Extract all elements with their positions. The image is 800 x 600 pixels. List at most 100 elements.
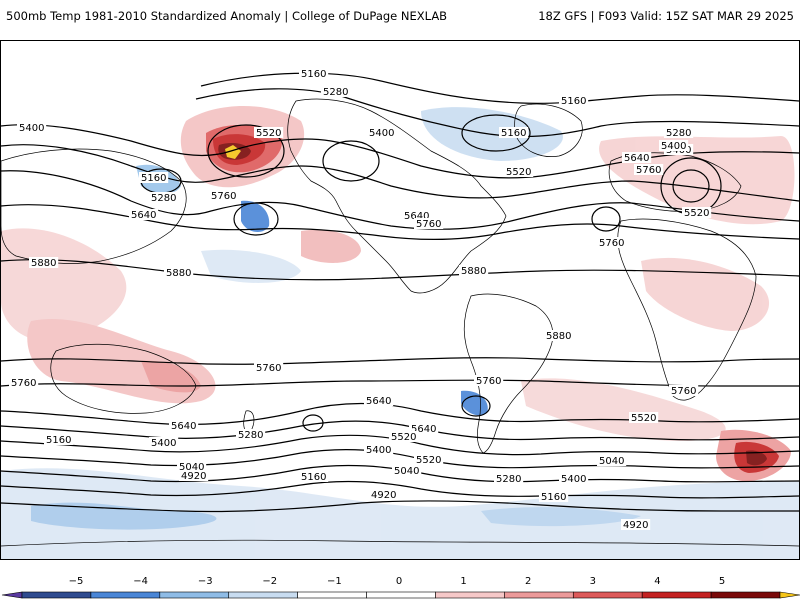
contour-label-bg [664, 127, 694, 138]
contour-label-bg [149, 437, 179, 448]
contour-label-bg [209, 190, 239, 201]
header-bar: 500mb Temp 1981-2010 Standardized Anomal… [0, 0, 800, 36]
contour-label: 5280 [323, 87, 348, 98]
contour-5760-north [1, 204, 799, 241]
contour-label: 5520 [684, 208, 709, 219]
contour-label: 5160 [541, 492, 566, 503]
contour-label: 5160 [141, 173, 166, 184]
contour-label-bg [622, 152, 652, 163]
contour-label-bg [414, 218, 444, 229]
colorbar-tick-label: −2 [262, 576, 277, 587]
contour-5280-north [195, 88, 799, 138]
contour-label: 5280 [238, 430, 263, 441]
contour-label: 5760 [416, 219, 441, 230]
colorbar-tick-labels: −5 −4 −3 −2 −1 0 1 2 3 4 5 [69, 576, 726, 587]
contour-label-bg [539, 491, 569, 502]
contour-label-bg [369, 489, 399, 500]
coast-north-america [287, 98, 507, 294]
contour-label: 5280 [151, 193, 176, 204]
coast-south-america [463, 293, 554, 454]
contour-label: 5160 [301, 69, 326, 80]
contour-label: 5520 [506, 167, 531, 178]
shade-pos1-africa [641, 257, 770, 331]
contour-label-bg [669, 385, 699, 396]
coastlines [1, 98, 799, 547]
colorbar-segment [641, 591, 712, 599]
anomaly-map: 5160528051605400540055205160540052805640… [1, 68, 799, 559]
contour-label-bg [499, 127, 529, 138]
contour-5400-north [1, 124, 799, 179]
colorbar-segment [159, 591, 230, 599]
contour-label-bg [299, 471, 329, 482]
colorbar-segment [504, 591, 574, 599]
contour-5400-south [1, 434, 799, 456]
map-title: 500mb Temp 1981-2010 Standardized Anomal… [6, 9, 448, 23]
shade-neg2-south [31, 502, 217, 530]
colorbar-segment [90, 591, 161, 599]
contour-label-bg [414, 454, 444, 465]
contour-label-bg [544, 330, 574, 341]
shade-pos5-se-atlantic [746, 450, 767, 466]
contour-5880-south [1, 357, 799, 365]
contour-label-bg [459, 265, 489, 276]
contour-label: 5640 [411, 424, 436, 435]
contour-label-bg [129, 209, 159, 220]
contour-label: 5400 [369, 128, 394, 139]
colorbar-segment [710, 591, 781, 599]
coast-asia [1, 148, 187, 264]
contour-low-atlantic [591, 206, 621, 232]
contour-low-pacific [233, 202, 279, 236]
contour-label-bg [559, 95, 589, 106]
contour-label: 4920 [371, 490, 396, 501]
shade-neg2-south-east [481, 507, 641, 527]
contour-label-bg [179, 470, 209, 481]
contour-label-bg [629, 412, 659, 423]
contour-label: 5040 [599, 456, 624, 467]
contour-5640-south [1, 402, 799, 426]
contour-label-bg [236, 429, 266, 440]
contour-label-bg [17, 122, 47, 133]
contour-5640-north [1, 170, 799, 230]
contour-5880 [1, 259, 799, 281]
contour-low-canada [322, 140, 380, 182]
contour-label-bg [9, 377, 39, 388]
contour-label-bg [634, 164, 664, 175]
contour-low-europe-inner [672, 169, 710, 203]
contour-4920-south [1, 500, 799, 513]
contour-label: 4920 [181, 471, 206, 482]
legend: −5 −4 −3 −2 −1 0 1 2 3 4 5 [0, 566, 800, 600]
contour-label: 5640 [131, 210, 156, 221]
contour-label-bg [392, 465, 422, 476]
contour-label: 5760 [11, 378, 36, 389]
shade-neg1-west-pacific [201, 249, 301, 283]
colorbar-segment [572, 591, 643, 599]
contour-label: 5760 [671, 386, 696, 397]
map-frame: 5160528051605400540055205160540052805640… [0, 40, 800, 560]
contour-label-bg [474, 375, 504, 386]
contour-label-bg [621, 519, 651, 530]
shade-pos1-central-pacific [301, 229, 361, 263]
contour-label: 4920 [623, 520, 648, 531]
contour-label: 5400 [151, 438, 176, 449]
contour-label: 5760 [636, 165, 661, 176]
contour-label-bg [139, 172, 169, 183]
contour-label: 5040 [179, 462, 204, 473]
contour-low-tasman [302, 414, 324, 432]
colorbar-segment [435, 591, 505, 599]
contour-label: 5280 [666, 128, 691, 139]
colorbar-tick-label: 5 [719, 576, 725, 587]
colorbar-segment [21, 591, 92, 599]
colorbar-tick-label: 0 [396, 576, 402, 587]
contour-label: 5160 [301, 472, 326, 483]
contour-label-bg [169, 420, 199, 431]
anomaly-colorbar: −5 −4 −3 −2 −1 0 1 2 3 4 5 [1, 576, 800, 599]
contour-label: 5880 [546, 331, 571, 342]
colorbar-tick-label: −1 [327, 576, 342, 587]
colorbar-tick-label: 1 [460, 576, 466, 587]
contour-5520-north [1, 144, 799, 202]
contour-label-bg [149, 192, 179, 203]
contour-label-bg [254, 127, 284, 138]
contour-label: 5520 [391, 432, 416, 443]
contour-label-bg [494, 473, 524, 484]
contour-label: 5640 [404, 211, 429, 222]
